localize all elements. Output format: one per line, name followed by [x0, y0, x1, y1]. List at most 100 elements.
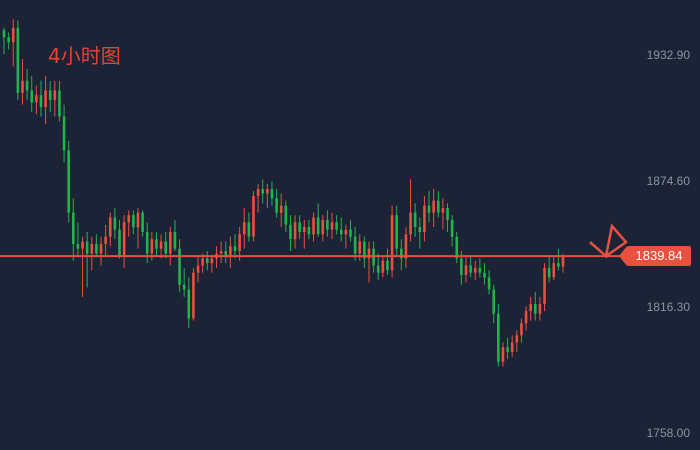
- candle: [284, 200, 288, 233]
- candle: [118, 219, 121, 259]
- candle-body: [390, 215, 394, 271]
- candle: [256, 184, 260, 213]
- candle: [367, 241, 371, 283]
- candle-body: [289, 224, 292, 240]
- candle: [552, 255, 556, 280]
- candle-body: [261, 188, 265, 194]
- candle: [95, 234, 98, 256]
- candle-body: [81, 241, 84, 249]
- candle: [247, 212, 251, 242]
- candle: [395, 205, 398, 256]
- candle-body: [90, 243, 94, 254]
- candle-body: [104, 236, 107, 244]
- candle-body: [326, 219, 329, 230]
- candle-body: [515, 335, 519, 343]
- candle-body: [436, 200, 440, 213]
- candle-body: [552, 263, 556, 278]
- candle-body: [492, 289, 496, 314]
- candle-body: [58, 90, 61, 117]
- candle-body: [62, 116, 66, 151]
- candle-body: [16, 27, 20, 93]
- candle: [62, 104, 66, 163]
- candle-body: [127, 215, 131, 223]
- candle: [72, 198, 75, 261]
- candle: [178, 239, 181, 293]
- candle: [242, 208, 246, 249]
- candle-body: [353, 236, 357, 254]
- chart-title: 4小时图: [48, 44, 121, 68]
- candle: [441, 198, 445, 230]
- candle: [386, 248, 389, 276]
- candle: [492, 284, 496, 324]
- y-tick-label: 1932.90: [646, 48, 690, 62]
- candle-body: [529, 303, 532, 312]
- candle-body: [192, 272, 195, 319]
- candle: [11, 19, 15, 67]
- current-price-label: 1839.84: [619, 246, 691, 267]
- candle: [127, 210, 131, 237]
- candle: [164, 232, 167, 259]
- candle: [432, 188, 435, 228]
- candle: [455, 232, 459, 264]
- candle: [261, 179, 265, 204]
- candle-body: [395, 215, 398, 249]
- candle: [7, 32, 10, 50]
- candle: [487, 270, 491, 295]
- candle: [219, 241, 223, 264]
- candle: [233, 234, 237, 259]
- candle: [303, 219, 306, 249]
- candle: [187, 277, 191, 328]
- candle: [404, 227, 408, 268]
- candle: [436, 191, 440, 218]
- candle-body: [464, 265, 468, 276]
- candle: [25, 68, 29, 100]
- candle-body: [242, 222, 246, 235]
- candle-body: [113, 217, 117, 230]
- candle-body: [266, 188, 269, 194]
- candle-body: [7, 37, 10, 43]
- candle: [252, 191, 255, 242]
- candle: [266, 184, 269, 209]
- candle-body: [298, 222, 301, 233]
- candle: [85, 232, 89, 288]
- candle: [506, 337, 509, 360]
- candle-body: [136, 212, 140, 228]
- candle: [76, 222, 80, 256]
- candle-body: [561, 256, 565, 267]
- candle-body: [497, 313, 500, 362]
- candle-body: [35, 95, 38, 103]
- candle-body: [39, 95, 43, 108]
- candle: [279, 193, 283, 228]
- candle-body: [506, 347, 509, 352]
- candle-body: [187, 289, 191, 319]
- candle: [483, 263, 486, 285]
- candle-body: [473, 267, 477, 273]
- candle-body: [219, 251, 223, 254]
- candle-body: [400, 248, 403, 259]
- candle-body: [349, 229, 352, 237]
- candle-body: [455, 236, 459, 259]
- candle-body: [99, 243, 103, 254]
- candle-body: [487, 277, 491, 290]
- candle-body: [284, 205, 288, 225]
- candle-body: [25, 80, 29, 91]
- candle-body: [48, 90, 52, 100]
- candle: [205, 251, 209, 271]
- candle-body: [21, 80, 24, 93]
- candle-body: [413, 212, 417, 228]
- candle: [44, 75, 47, 124]
- candle-body: [293, 222, 297, 240]
- candle: [538, 296, 542, 321]
- candle-body: [524, 311, 528, 324]
- candle: [339, 217, 343, 242]
- candle-body: [316, 217, 320, 235]
- candle: [39, 80, 43, 117]
- candle-body: [122, 222, 126, 256]
- candle-body: [30, 90, 34, 103]
- candle-body: [409, 212, 412, 235]
- candle-body: [233, 246, 237, 252]
- candle-body: [404, 234, 408, 259]
- candle-body: [178, 248, 181, 285]
- candle: [316, 203, 320, 237]
- candle-body: [557, 263, 560, 267]
